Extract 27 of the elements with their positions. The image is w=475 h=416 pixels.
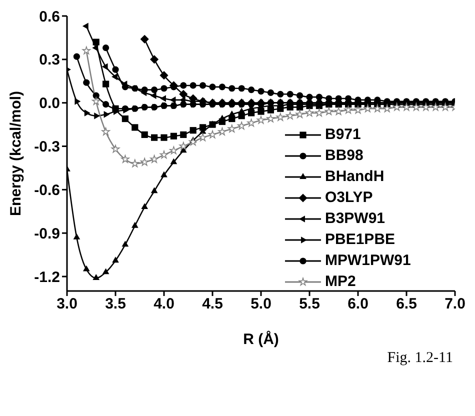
legend-label: MPW1PW91 <box>325 252 411 269</box>
x-tick-label: 3.0 <box>56 296 78 313</box>
x-tick-label: 3.5 <box>105 296 126 313</box>
y-tick-label: -0.9 <box>34 225 60 242</box>
x-tick-label: 5.5 <box>299 296 320 313</box>
y-tick-label: 0.3 <box>39 52 60 69</box>
x-tick-label: 5.0 <box>250 296 272 313</box>
x-tick-label: 6.0 <box>348 296 368 313</box>
legend-label: B971 <box>325 126 361 143</box>
legend-label: MP2 <box>325 273 356 290</box>
legend-label: BHandH <box>325 168 384 185</box>
x-tick-label: 7.0 <box>444 296 466 313</box>
y-axis-title: Energy (kcal/mol) <box>8 90 24 216</box>
legend-label: PBE1PBE <box>325 231 396 248</box>
y-tick-label: -0.3 <box>34 138 60 156</box>
x-tick-label: 4.5 <box>202 296 223 313</box>
legend-label: BB98 <box>325 147 364 164</box>
y-tick-label: 0.0 <box>39 95 60 112</box>
y-tick-label: 0.6 <box>39 8 60 26</box>
y-tick-label: -0.6 <box>34 182 60 200</box>
x-tick-label: 6.5 <box>396 296 417 313</box>
x-tick-label: 4.0 <box>154 296 174 313</box>
legend-label: O3LYP <box>325 189 373 206</box>
caption: Fig. 1.2-11 <box>387 350 453 367</box>
y-tick-label: -1.2 <box>34 268 60 286</box>
x-axis-title: R (Å) <box>243 330 279 348</box>
legend-label: B3PW91 <box>325 210 386 227</box>
